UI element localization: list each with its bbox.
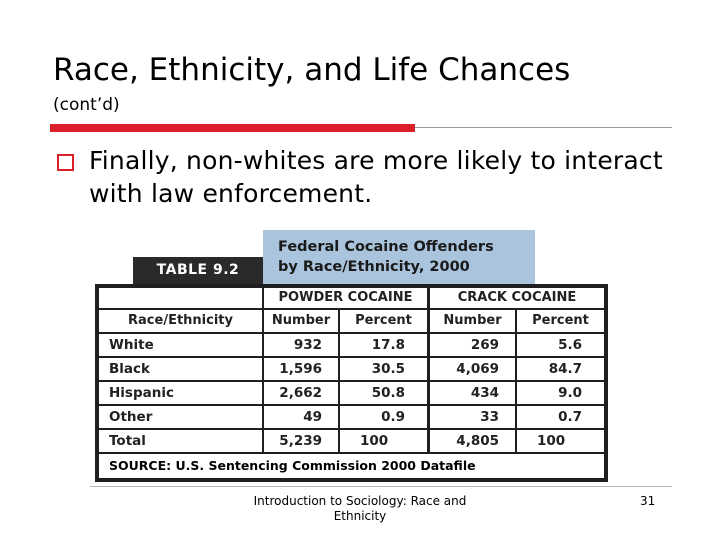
row-race-label: White bbox=[99, 334, 262, 356]
row-powder-number: 5,239 bbox=[264, 430, 338, 452]
row-powder-number: 1,596 bbox=[264, 358, 338, 380]
bullet-text: Finally, non-whites are more likely to i… bbox=[89, 146, 663, 208]
footer-text: Introduction to Sociology: Race and Ethn… bbox=[253, 494, 467, 523]
col-header-race: Race/Ethnicity bbox=[99, 310, 262, 332]
row-crack-number: 4,069 bbox=[430, 358, 515, 380]
row-crack-percent: 9.0 bbox=[517, 382, 604, 404]
page-number: 31 bbox=[640, 494, 656, 508]
row-powder-number: 2,662 bbox=[264, 382, 338, 404]
row-powder-number: 932 bbox=[264, 334, 338, 356]
row-race-label: Hispanic bbox=[99, 382, 262, 404]
title-rule-line bbox=[415, 127, 672, 128]
table-corner-cell bbox=[99, 288, 262, 308]
title-rule-accent bbox=[50, 124, 415, 132]
data-table-figure: Federal Cocaine Offenders by Race/Ethnic… bbox=[90, 214, 612, 484]
row-race-label: Total bbox=[99, 430, 262, 452]
table-heading: Federal Cocaine Offenders by Race/Ethnic… bbox=[263, 230, 535, 284]
col-header-crack-number: Number bbox=[430, 310, 515, 332]
col-header-powder-number: Number bbox=[264, 310, 338, 332]
row-crack-number: 4,805 bbox=[430, 430, 515, 452]
row-crack-number: 434 bbox=[430, 382, 515, 404]
row-race-label: Black bbox=[99, 358, 262, 380]
row-powder-number: 49 bbox=[264, 406, 338, 428]
group-header-crack: CRACK COCAINE bbox=[430, 288, 604, 308]
row-crack-number: 33 bbox=[430, 406, 515, 428]
row-powder-percent: 0.9 bbox=[340, 406, 427, 428]
row-powder-percent: 100 bbox=[340, 430, 427, 452]
col-header-powder-percent: Percent bbox=[340, 310, 427, 332]
slide-subtitle: (cont’d) bbox=[53, 95, 120, 115]
bullet-square-icon bbox=[57, 154, 74, 171]
row-powder-percent: 17.8 bbox=[340, 334, 427, 356]
group-header-powder: POWDER COCAINE bbox=[264, 288, 427, 308]
table-label: TABLE 9.2 bbox=[133, 257, 263, 284]
row-crack-percent: 84.7 bbox=[517, 358, 604, 380]
row-powder-percent: 50.8 bbox=[340, 382, 427, 404]
row-crack-number: 269 bbox=[430, 334, 515, 356]
slide-title: Race, Ethnicity, and Life Chances bbox=[53, 52, 571, 88]
table-source: SOURCE: U.S. Sentencing Commission 2000 … bbox=[99, 454, 604, 478]
row-crack-percent: 0.7 bbox=[517, 406, 604, 428]
col-header-crack-percent: Percent bbox=[517, 310, 604, 332]
row-powder-percent: 30.5 bbox=[340, 358, 427, 380]
table-heading-line2: by Race/Ethnicity, 2000 bbox=[278, 259, 470, 275]
table-heading-line1: Federal Cocaine Offenders bbox=[278, 239, 494, 255]
footer-rule bbox=[90, 486, 672, 487]
row-crack-percent: 100 bbox=[517, 430, 604, 452]
table-grid: POWDER COCAINE CRACK COCAINE Race/Ethnic… bbox=[95, 284, 608, 482]
row-crack-percent: 5.6 bbox=[517, 334, 604, 356]
row-race-label: Other bbox=[99, 406, 262, 428]
